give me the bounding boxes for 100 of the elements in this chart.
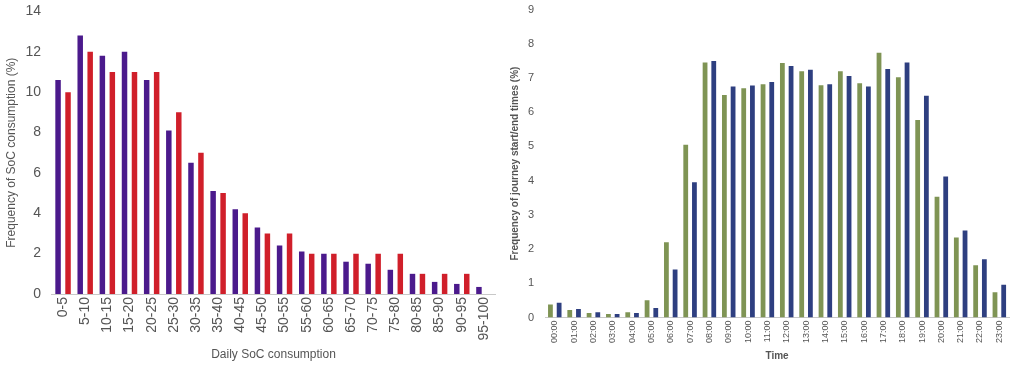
bar xyxy=(741,88,747,318)
bar xyxy=(131,71,138,295)
bar xyxy=(55,80,61,295)
bar xyxy=(109,71,116,295)
bar xyxy=(827,84,833,318)
bar xyxy=(331,253,337,295)
x-tick-label: 20-25 xyxy=(142,296,159,333)
bar xyxy=(808,69,813,318)
bar xyxy=(476,286,482,295)
x-tick-label: 35-40 xyxy=(208,296,225,333)
x-tick-label: 11:00 xyxy=(761,320,772,343)
x-tick-label: 70-75 xyxy=(364,296,381,333)
bar xyxy=(606,314,611,318)
bar xyxy=(464,273,470,295)
bar xyxy=(176,112,182,295)
x-tick-label: 00:00 xyxy=(549,320,560,344)
x-tick-label: 13:00 xyxy=(800,320,811,344)
x-tick-label: 12:00 xyxy=(781,320,792,344)
x-tick-label: 10-15 xyxy=(98,296,115,333)
bar xyxy=(634,313,639,318)
bar xyxy=(556,302,562,318)
x-tick-label: 75-80 xyxy=(386,296,403,333)
bar xyxy=(625,312,631,318)
bar xyxy=(943,176,949,318)
y-tick-label: 0 xyxy=(527,310,535,323)
x-tick-label: 23:00 xyxy=(993,320,1004,344)
bar xyxy=(441,273,448,295)
bar xyxy=(153,71,160,295)
bar xyxy=(837,71,843,318)
x-tick-label: 5-10 xyxy=(76,296,93,326)
x-tick-label: 10:00 xyxy=(742,320,753,344)
x-tick-label: 15:00 xyxy=(839,320,850,344)
x-tick-label: 85-90 xyxy=(430,296,447,333)
bar xyxy=(769,82,775,318)
bar xyxy=(923,95,929,318)
bar xyxy=(595,312,601,318)
y-tick-label: 8 xyxy=(33,123,42,140)
bar xyxy=(264,233,271,295)
bar xyxy=(210,191,216,295)
bar xyxy=(232,209,239,295)
bar xyxy=(220,193,226,295)
bar xyxy=(387,269,394,295)
x-tick-label: 80-85 xyxy=(408,296,425,333)
y-tick-label: 6 xyxy=(527,105,535,118)
x-tick-label: 18:00 xyxy=(897,320,908,344)
y-tick-label: 1 xyxy=(527,276,535,289)
bar xyxy=(276,245,283,295)
bar xyxy=(857,83,863,318)
bar xyxy=(576,308,581,318)
bar xyxy=(419,273,426,295)
bar xyxy=(779,62,785,318)
y-tick-label: 5 xyxy=(527,139,535,152)
x-tick-label: 07:00 xyxy=(684,320,695,344)
y-tick-label: 2 xyxy=(33,244,42,261)
y-tick-label: 3 xyxy=(527,207,535,220)
x-tick-label: 04:00 xyxy=(626,320,637,344)
bar xyxy=(722,95,727,318)
x-tick-label: 06:00 xyxy=(665,320,676,344)
bar xyxy=(77,35,83,295)
x-tick-label: 09:00 xyxy=(723,320,734,344)
bar xyxy=(692,182,697,318)
x-tick-label: 40-45 xyxy=(231,296,248,333)
y-tick-label: 8 xyxy=(527,36,535,49)
bar xyxy=(286,233,293,295)
bar xyxy=(799,71,805,318)
x-tick-label: 22:00 xyxy=(974,320,985,344)
bar xyxy=(750,85,755,318)
x-axis-title: Time xyxy=(765,349,790,361)
bar xyxy=(99,55,106,295)
bar xyxy=(895,77,901,318)
x-tick-label: 15-20 xyxy=(120,296,137,333)
y-tick-label: 4 xyxy=(527,173,535,186)
x-tick-label: 03:00 xyxy=(607,320,618,344)
x-tick-label: 90-95 xyxy=(452,296,469,333)
bar xyxy=(548,304,553,318)
bar xyxy=(409,273,416,295)
bar xyxy=(614,314,620,318)
y-axis-title: Frequency of journey start/end times (%) xyxy=(508,66,520,261)
x-axis-title: Daily SoC consumption xyxy=(211,347,336,362)
bar xyxy=(121,51,128,295)
x-tick-label: 16:00 xyxy=(858,320,869,344)
bar xyxy=(865,86,871,318)
bar xyxy=(343,261,349,295)
y-tick-label: 14 xyxy=(25,2,42,19)
bar xyxy=(87,51,93,295)
bar xyxy=(321,253,327,295)
bar xyxy=(953,237,959,318)
bar xyxy=(454,283,460,295)
bar xyxy=(308,253,315,295)
y-tick-label: 10 xyxy=(25,83,42,99)
bar xyxy=(198,152,204,295)
bar xyxy=(254,227,261,295)
bar xyxy=(711,60,717,318)
x-tick-label: 08:00 xyxy=(703,320,714,344)
x-tick-label: 14:00 xyxy=(819,320,830,344)
y-tick-label: 0 xyxy=(33,284,42,301)
bar xyxy=(397,253,404,295)
bar xyxy=(188,162,194,295)
x-tick-label: 60-65 xyxy=(319,296,336,333)
bar xyxy=(653,307,659,318)
